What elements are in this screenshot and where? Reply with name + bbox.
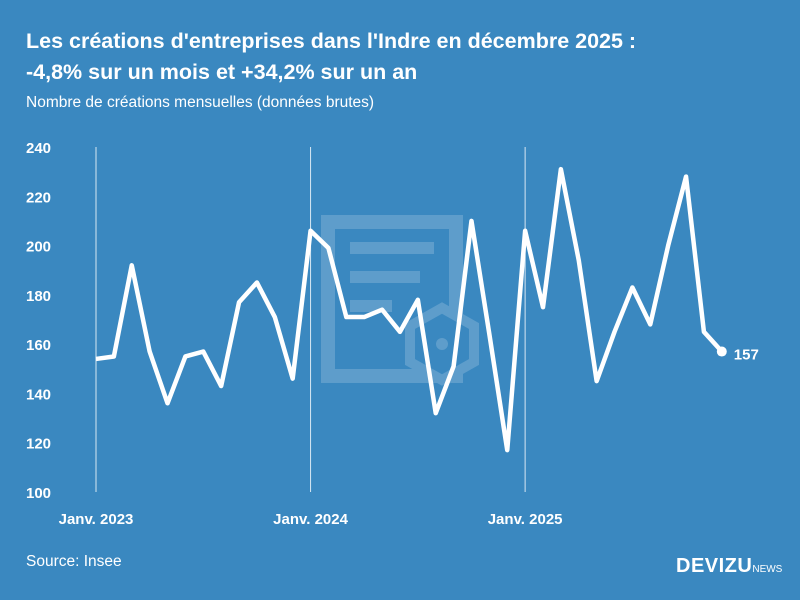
chart-title: Les créations d'entreprises dans l'Indre… xyxy=(26,26,636,88)
y-tick-label: 120 xyxy=(26,436,51,453)
y-tick-label: 180 xyxy=(26,288,51,305)
watermark-icon xyxy=(321,215,479,386)
chart-subtitle: Nombre de créations mensuelles (données … xyxy=(26,94,375,111)
last-value-label: 157 xyxy=(734,347,759,364)
title-line-1: Les créations d'entreprises dans l'Indre… xyxy=(26,29,637,53)
y-tick-label: 160 xyxy=(26,337,51,354)
y-tick-label: 220 xyxy=(26,189,51,206)
x-tick-label: Janv. 2024 xyxy=(273,511,348,528)
title-line-2: -4,8% sur un mois et +34,2% sur un an xyxy=(26,60,418,84)
x-tick-label: Janv. 2023 xyxy=(59,511,134,528)
devizu-logo: DEVIZUNEWS xyxy=(676,555,783,577)
data-point xyxy=(716,346,727,357)
source-note: Source: Insee xyxy=(26,553,122,570)
x-tick-label: Janv. 2025 xyxy=(488,511,563,528)
y-tick-label: 140 xyxy=(26,386,51,403)
y-tick-label: 100 xyxy=(26,485,51,502)
y-tick-label: 240 xyxy=(26,140,51,157)
y-tick-label: 200 xyxy=(26,239,51,256)
series-line xyxy=(95,166,724,453)
